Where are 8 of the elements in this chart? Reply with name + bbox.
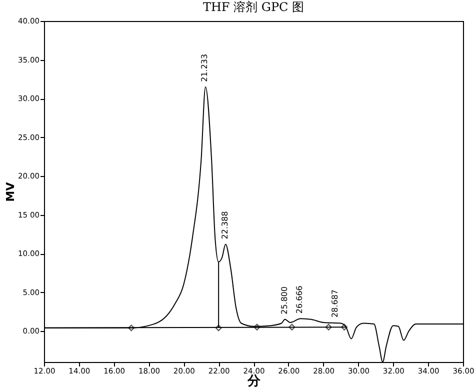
x-axis-title: 分 [246,374,262,388]
y-axis-title: MV [4,182,18,202]
annotation: 25.800 [280,286,289,314]
annotation: 28.687 [330,289,340,318]
chart-title: THF 溶剂 GPC 图 [202,0,304,14]
annotation: 22.388 [220,211,230,240]
annotation: 21.233 [200,54,210,82]
annotation: 26.666 [295,286,304,314]
